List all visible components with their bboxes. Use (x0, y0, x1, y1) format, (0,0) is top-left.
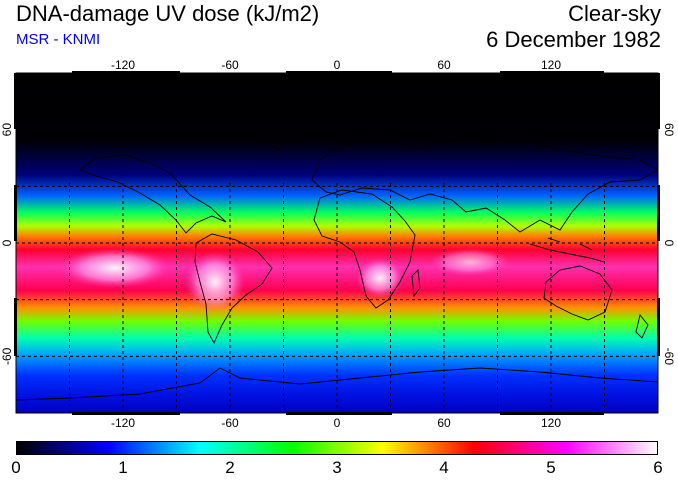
lon-tick-bottom: 120 (541, 416, 561, 430)
colorbar-label: 5 (546, 458, 556, 477)
colorbar-label: 0 (11, 458, 21, 477)
lon-tick-top: 0 (334, 58, 341, 72)
lat-tick-left: 60 (0, 123, 14, 137)
lon-tick-top: -60 (221, 58, 239, 72)
lon-tick-bottom: 0 (334, 416, 341, 430)
lat-tick-right: 60 (662, 123, 676, 137)
lat-tick-left: 0 (0, 239, 14, 246)
lat-tick-right: 0 (662, 240, 676, 247)
lat-tick-left: -60 (0, 347, 14, 365)
coast-north-america (79, 154, 227, 234)
uv-dose-map: -120 -120 -60 -60 0 0 60 60 120 120 60 60 0 0 -60 -60 (0, 58, 676, 430)
lat-tick-right: -60 (662, 348, 676, 366)
map-date: 6 December 1982 (486, 27, 661, 52)
lon-tick-top: 120 (541, 58, 561, 72)
lon-tick-bottom: -60 (221, 416, 239, 430)
hotspot-pacific (60, 248, 170, 288)
colorbar-label: 1 (118, 458, 128, 477)
source-label: MSR - KNMI (16, 31, 101, 48)
coast-indonesia (529, 237, 605, 263)
hotspot-south-america (185, 252, 245, 312)
coast-antarctica (16, 367, 658, 401)
lon-tick-top: -120 (111, 58, 135, 72)
colorbar (16, 441, 658, 455)
lon-tick-bottom: -120 (111, 416, 135, 430)
colorbar-label: 3 (332, 458, 342, 477)
lon-tick-top: 60 (437, 58, 451, 72)
coast-madagascar (411, 269, 421, 298)
map-title: DNA-damage UV dose (kJ/m2) (16, 1, 320, 26)
hotspot-africa (356, 258, 404, 298)
coast-south-america (194, 233, 273, 345)
colorbar-label: 6 (653, 458, 663, 477)
lon-tick-bottom: 60 (437, 416, 451, 430)
gridlines (16, 129, 658, 413)
coast-new-zealand (635, 313, 649, 339)
colorbar-label: 4 (439, 458, 449, 477)
colorbar-label: 2 (225, 458, 235, 477)
hotspot-indian-ocean (430, 248, 510, 276)
frame-ticks (14, 71, 660, 415)
sky-condition: Clear-sky (568, 1, 661, 26)
coast-eurasia (311, 134, 658, 233)
coast-greenland (257, 97, 301, 151)
